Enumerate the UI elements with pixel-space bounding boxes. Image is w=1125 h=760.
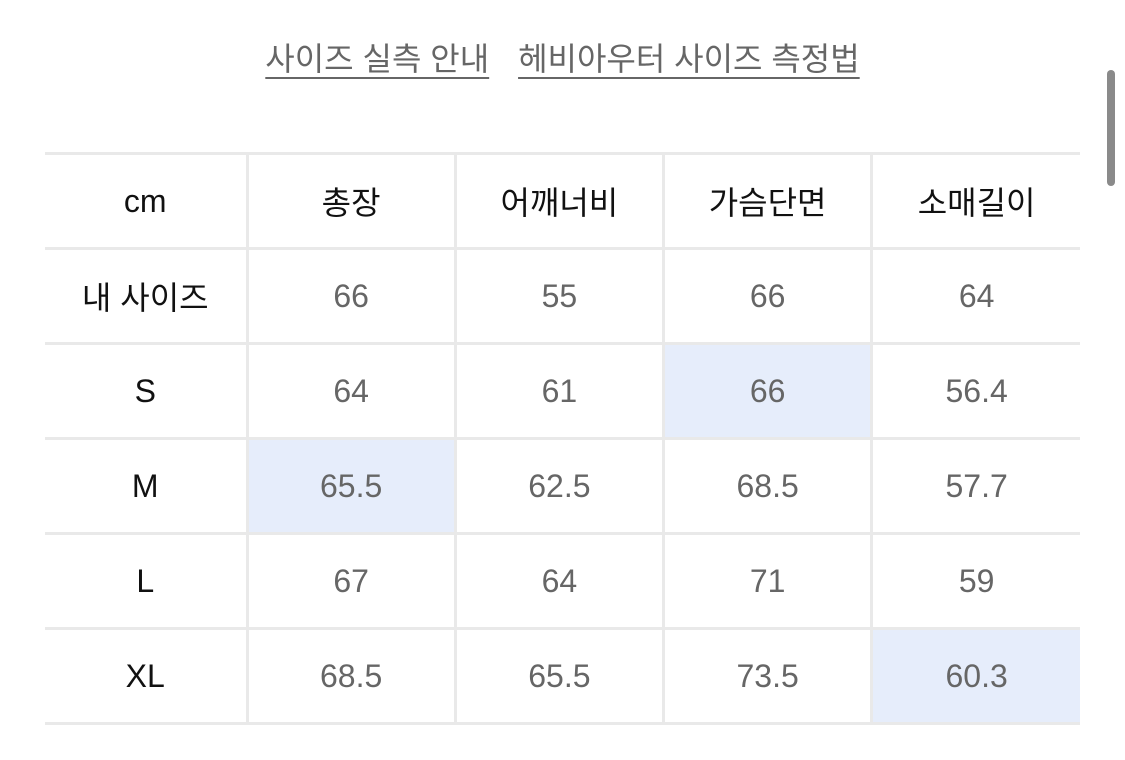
size-measurement-guide-link[interactable]: 사이즈 실측 안내 [265,41,490,77]
table-cell: 64 [870,247,1080,345]
row-label: S [45,342,249,440]
table-row: S 64 61 66 56.4 [45,342,1080,440]
table-cell: 68.5 [245,627,457,725]
column-header: 소매길이 [870,152,1080,250]
row-label: L [45,532,249,630]
table-cell: 56.4 [870,342,1080,440]
heavy-outer-measurement-link[interactable]: 헤비아우터 사이즈 측정법 [518,41,860,77]
table-cell: 65.5 [453,627,666,725]
table-header-row: cm 총장 어깨너비 가슴단면 소매길이 [45,152,1080,250]
table-row: L 67 64 71 59 [45,532,1080,630]
table-cell: 64 [245,342,457,440]
table-cell: 57.7 [870,437,1080,535]
table-row: XL 68.5 65.5 73.5 60.3 [45,627,1080,725]
row-label: M [45,437,249,535]
table-cell: 61 [453,342,666,440]
column-header: 총장 [245,152,457,250]
table-cell: 67 [245,532,457,630]
table-cell: 66 [661,342,874,440]
table-cell: 71 [661,532,874,630]
table-cell: 59 [870,532,1080,630]
size-guide-links: 사이즈 실측 안내 헤비아우터 사이즈 측정법 [0,34,1125,80]
size-table: cm 총장 어깨너비 가슴단면 소매길이 내 사이즈 66 55 66 64 S 64 61 66 56.… [45,152,1080,725]
column-header: 어깨너비 [453,152,666,250]
table-cell: 62.5 [453,437,666,535]
table-cell: 66 [245,247,457,345]
row-label: 내 사이즈 [45,247,249,345]
table-cell: 55 [453,247,666,345]
table-cell: 65.5 [245,437,457,535]
row-label: XL [45,627,249,725]
table-row: M 65.5 62.5 68.5 57.7 [45,437,1080,535]
table-cell: 73.5 [661,627,874,725]
table-cell: 60.3 [870,627,1080,725]
table-row: 내 사이즈 66 55 66 64 [45,247,1080,345]
column-header: cm [45,152,249,250]
table-cell: 64 [453,532,666,630]
table-cell: 68.5 [661,437,874,535]
column-header: 가슴단면 [661,152,874,250]
scrollbar[interactable] [1107,70,1115,186]
table-cell: 66 [661,247,874,345]
